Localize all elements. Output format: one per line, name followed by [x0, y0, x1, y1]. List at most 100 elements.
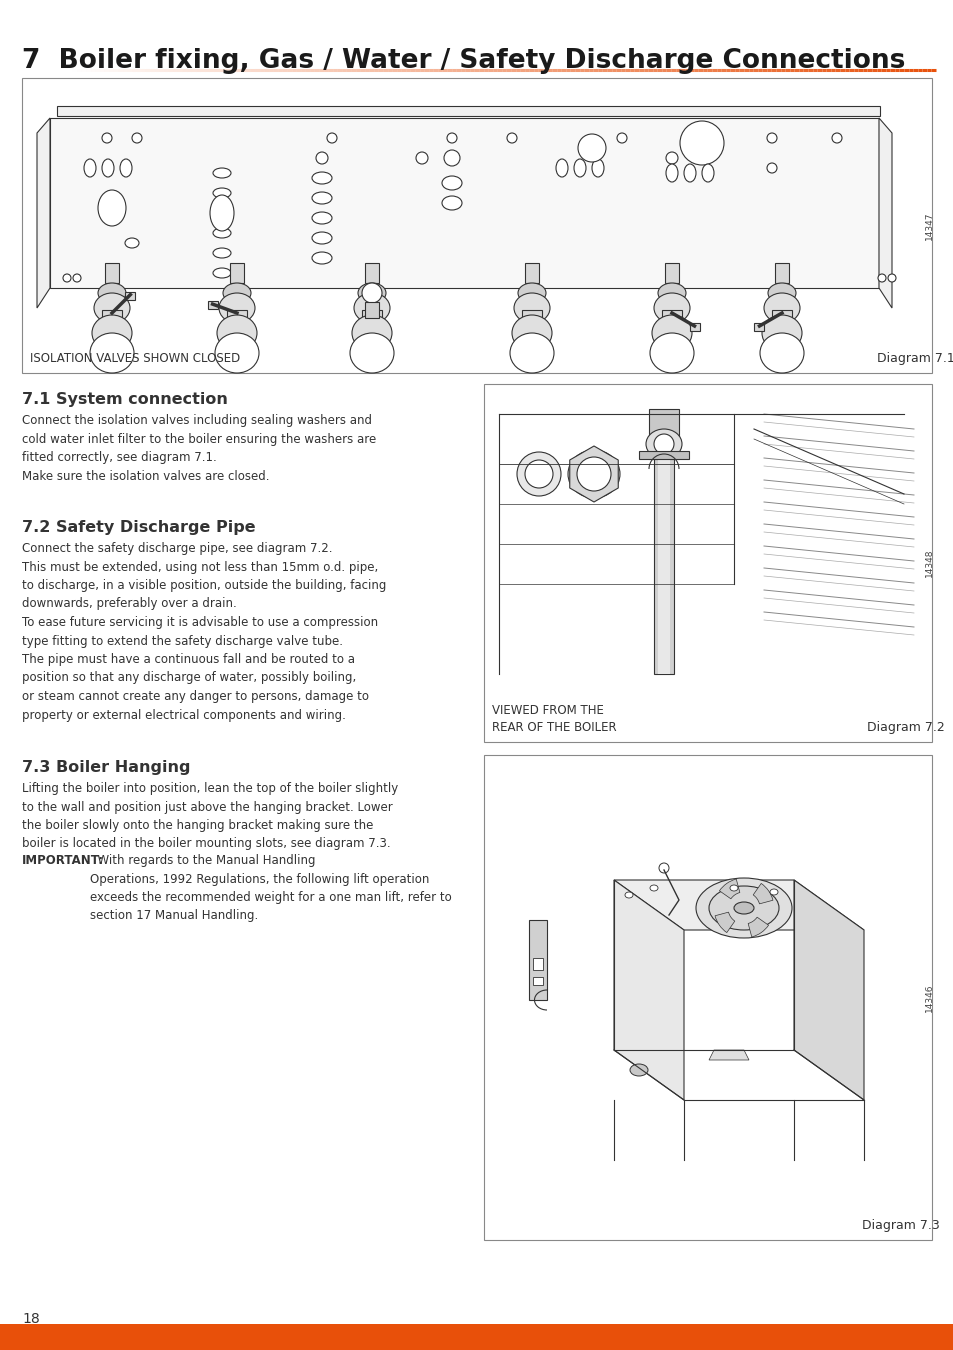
Ellipse shape: [831, 134, 841, 143]
Wedge shape: [747, 917, 768, 937]
Ellipse shape: [132, 134, 142, 143]
Bar: [105, 263, 119, 284]
Ellipse shape: [91, 315, 132, 351]
Ellipse shape: [733, 902, 753, 914]
Ellipse shape: [877, 274, 885, 282]
Bar: [22, 78, 931, 373]
Bar: [0, 1324, 953, 1350]
Bar: [365, 302, 378, 319]
Ellipse shape: [683, 163, 696, 182]
Bar: [521, 310, 541, 328]
Bar: [483, 383, 931, 742]
Text: Connect the isolation valves including sealing washers and
cold water inlet filt: Connect the isolation valves including s…: [22, 414, 375, 482]
Text: 7.3 Boiler Hanging: 7.3 Boiler Hanging: [22, 760, 191, 775]
Ellipse shape: [767, 284, 795, 302]
Ellipse shape: [223, 284, 251, 302]
Ellipse shape: [524, 460, 553, 487]
Bar: [227, 310, 247, 328]
Ellipse shape: [443, 150, 459, 166]
Ellipse shape: [352, 315, 392, 351]
Ellipse shape: [761, 315, 801, 351]
Bar: [529, 919, 546, 1000]
Ellipse shape: [645, 429, 681, 459]
Bar: [658, 459, 669, 674]
Wedge shape: [719, 879, 740, 899]
Bar: [661, 310, 681, 328]
Text: 14346: 14346: [923, 983, 933, 1011]
Bar: [648, 409, 679, 459]
Ellipse shape: [102, 159, 113, 177]
Bar: [639, 451, 688, 459]
Ellipse shape: [697, 134, 706, 143]
Ellipse shape: [763, 293, 800, 323]
Ellipse shape: [679, 122, 723, 165]
Ellipse shape: [649, 333, 693, 373]
Ellipse shape: [210, 194, 233, 231]
Bar: [664, 263, 679, 284]
Ellipse shape: [312, 232, 332, 244]
Ellipse shape: [327, 134, 336, 143]
Ellipse shape: [651, 315, 691, 351]
Ellipse shape: [315, 153, 328, 163]
Ellipse shape: [213, 188, 231, 198]
Bar: [50, 117, 878, 288]
Ellipse shape: [766, 163, 776, 173]
Ellipse shape: [696, 878, 791, 938]
Bar: [689, 323, 699, 331]
Polygon shape: [57, 107, 879, 116]
Bar: [102, 310, 122, 328]
Polygon shape: [708, 1050, 748, 1060]
Ellipse shape: [125, 238, 139, 248]
Ellipse shape: [578, 134, 605, 162]
Ellipse shape: [766, 134, 776, 143]
Ellipse shape: [73, 274, 81, 282]
Ellipse shape: [84, 159, 96, 177]
Ellipse shape: [312, 192, 332, 204]
Ellipse shape: [94, 293, 130, 323]
Ellipse shape: [361, 284, 381, 302]
Polygon shape: [878, 117, 891, 308]
Ellipse shape: [517, 452, 560, 495]
Bar: [754, 323, 763, 331]
Ellipse shape: [213, 208, 231, 217]
Ellipse shape: [213, 167, 231, 178]
Bar: [365, 263, 378, 284]
Ellipse shape: [649, 886, 658, 891]
Text: Diagram 7.1: Diagram 7.1: [876, 352, 953, 365]
Ellipse shape: [350, 333, 394, 373]
Bar: [524, 263, 538, 284]
Polygon shape: [614, 880, 863, 930]
Ellipse shape: [887, 274, 895, 282]
Text: Connect the safety discharge pipe, see diagram 7.2.
This must be extended, using: Connect the safety discharge pipe, see d…: [22, 541, 386, 721]
Bar: [208, 301, 217, 309]
Wedge shape: [714, 913, 734, 933]
Ellipse shape: [658, 284, 685, 302]
Ellipse shape: [416, 153, 428, 163]
Ellipse shape: [63, 274, 71, 282]
Ellipse shape: [574, 159, 585, 177]
Ellipse shape: [219, 293, 254, 323]
Polygon shape: [614, 880, 683, 1100]
Text: 14348: 14348: [923, 548, 933, 578]
Ellipse shape: [441, 196, 461, 211]
Ellipse shape: [567, 450, 619, 498]
Bar: [533, 977, 542, 986]
Ellipse shape: [629, 1064, 647, 1076]
Ellipse shape: [102, 134, 112, 143]
Text: 7.2 Safety Discharge Pipe: 7.2 Safety Discharge Pipe: [22, 520, 255, 535]
Text: IMPORTANT:: IMPORTANT:: [22, 855, 104, 867]
Bar: [483, 755, 931, 1241]
Bar: [771, 310, 791, 328]
Text: 18: 18: [22, 1312, 40, 1326]
Ellipse shape: [90, 333, 133, 373]
Ellipse shape: [214, 333, 258, 373]
Polygon shape: [37, 117, 50, 308]
Ellipse shape: [512, 315, 552, 351]
Text: 7.1 System connection: 7.1 System connection: [22, 392, 228, 406]
Polygon shape: [793, 880, 863, 1100]
Ellipse shape: [577, 458, 610, 491]
Ellipse shape: [510, 333, 554, 373]
Ellipse shape: [708, 886, 779, 930]
Bar: [361, 310, 381, 328]
Ellipse shape: [701, 163, 713, 182]
